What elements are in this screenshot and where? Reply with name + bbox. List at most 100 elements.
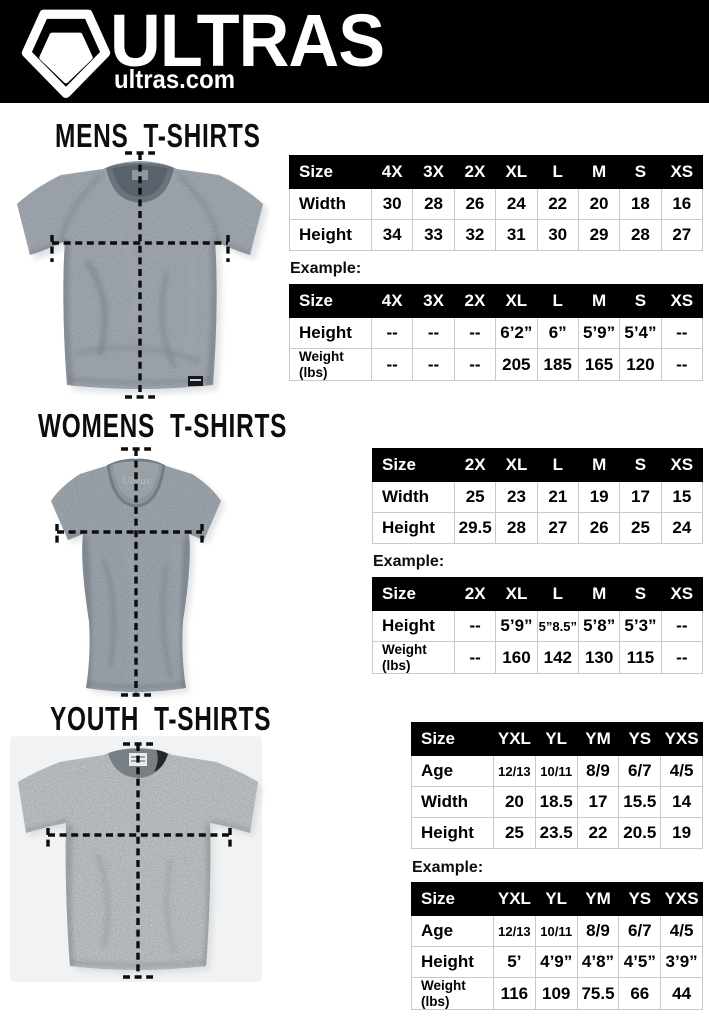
size-value-cell: 19 [577,481,621,513]
size-value-cell: -- [660,640,704,675]
size-value-cell: 20 [577,188,621,220]
size-column-header: XS [660,155,704,189]
size-column-header: YS [618,882,662,916]
size-value-cell: 27 [660,219,704,251]
size-column-header: YS [618,722,662,756]
size-value-cell: 30 [536,219,579,251]
row-label: Age [411,755,494,787]
row-label: Width [289,188,372,220]
table-corner-label: Size [411,882,494,916]
size-column-header: L [536,155,579,189]
size-value-cell: 10/11 [534,915,578,947]
size-value-cell: 4’9” [534,946,578,978]
size-column-header: 2X [453,577,497,611]
size-value-cell: 27 [536,512,579,544]
size-value-cell: 4’5” [618,946,662,978]
table-corner-label: Size [372,448,455,482]
size-value-cell: 6/7 [618,915,662,947]
size-value-cell: 22 [576,817,620,849]
size-column-header: XS [660,448,704,482]
mens-tshirt-image [17,151,268,399]
size-value-cell: 34 [370,219,414,251]
size-value-cell: 28 [495,512,538,544]
size-value-cell: 8/9 [576,915,620,947]
size-column-header: XS [660,577,704,611]
row-label: Width [372,481,455,513]
row-label: Width [411,786,494,818]
size-value-cell: -- [412,347,455,382]
size-value-cell: 75.5 [576,976,620,1011]
size-column-header: 3X [412,155,455,189]
mens-size-table: Size 4X 3X 2X XL L M S XS Width 30 28 26 24 22 20 18 16 He… [289,155,704,251]
youth-tshirt-image [10,736,262,982]
size-column-header: 2X [453,155,497,189]
size-value-cell: 15 [660,481,704,513]
size-value-cell: -- [370,347,414,382]
size-value-cell: 23 [495,481,538,513]
website-text[interactable]: ultras.com [114,64,235,94]
size-value-cell: 28 [412,188,455,220]
size-value-cell: -- [660,317,704,349]
size-column-header: YM [576,882,620,916]
measurement-lines [46,742,232,979]
size-value-cell: 10/11 [534,755,578,787]
size-value-cell: 24 [660,512,704,544]
size-column-header: YXS [660,722,703,756]
size-value-cell: -- [453,640,497,675]
inner-label-script: Ultras [122,475,150,487]
size-value-cell: 25 [619,512,662,544]
section-title-womens: WOMENS T-SHIRTS [38,407,288,444]
size-value-cell: 17 [576,786,620,818]
size-value-cell: 142 [536,640,579,675]
size-column-header: L [536,284,579,318]
size-value-cell: 185 [536,347,579,382]
size-value-cell: 12/13 [493,915,536,947]
youth-example-table: Size YXL YL YM YS YXS Age 12/13 10/11 8/9 6/7 4/5 He… [411,882,703,1011]
size-value-cell: 66 [618,976,662,1011]
size-value-cell: -- [412,317,455,349]
size-value-cell: 120 [619,347,662,382]
brand-header-bar: ULTRAS ultras.com [0,0,709,103]
size-column-header: M [577,577,621,611]
measurement-lines [50,151,230,399]
row-label: Height [411,817,494,849]
size-column-header: M [577,155,621,189]
size-value-cell: 109 [534,976,578,1011]
size-value-cell: 19 [660,817,703,849]
row-label: Height [372,610,455,642]
size-value-cell: 12/13 [493,755,536,787]
size-value-cell: 115 [619,640,662,675]
example-label: Example: [373,553,445,570]
size-value-cell: 3’9” [660,946,703,978]
measurement-lines [55,447,204,697]
size-value-cell: 28 [619,219,662,251]
size-value-cell: 18 [619,188,662,220]
section-title-youth: YOUTH T-SHIRTS [50,700,272,737]
size-column-header: S [619,448,662,482]
size-value-cell: 4’8” [576,946,620,978]
size-column-header: XL [495,155,538,189]
table-corner-label: Size [411,722,494,756]
mens-example-table: Size 4X 3X 2X XL L M S XS Height -- -- -- 6’2” 6” 5’9” 5… [289,284,704,382]
size-value-cell: 165 [577,347,621,382]
size-value-cell: 5”8.5” [536,610,579,642]
size-column-header: YM [576,722,620,756]
size-value-cell: -- [453,610,497,642]
size-value-cell: 33 [412,219,455,251]
size-value-cell: 25 [493,817,536,849]
size-column-header: 2X [453,284,497,318]
size-value-cell: 29 [577,219,621,251]
size-column-header: 4X [370,155,414,189]
size-column-header: XS [660,284,704,318]
size-value-cell: 6/7 [618,755,662,787]
womens-tshirt-image: Ultras [51,447,225,697]
table-corner-label: Size [372,577,455,611]
size-value-cell: -- [370,317,414,349]
womens-example-table: Size 2X XL L M S XS Height -- 5’9” 5”8.5” 5’8” 5’3” -… [372,577,704,675]
size-value-cell: 31 [495,219,538,251]
size-column-header: YL [534,722,578,756]
row-label: Height [372,512,455,544]
example-label: Example: [412,859,484,876]
size-value-cell: 6” [536,317,579,349]
size-value-cell: 17 [619,481,662,513]
